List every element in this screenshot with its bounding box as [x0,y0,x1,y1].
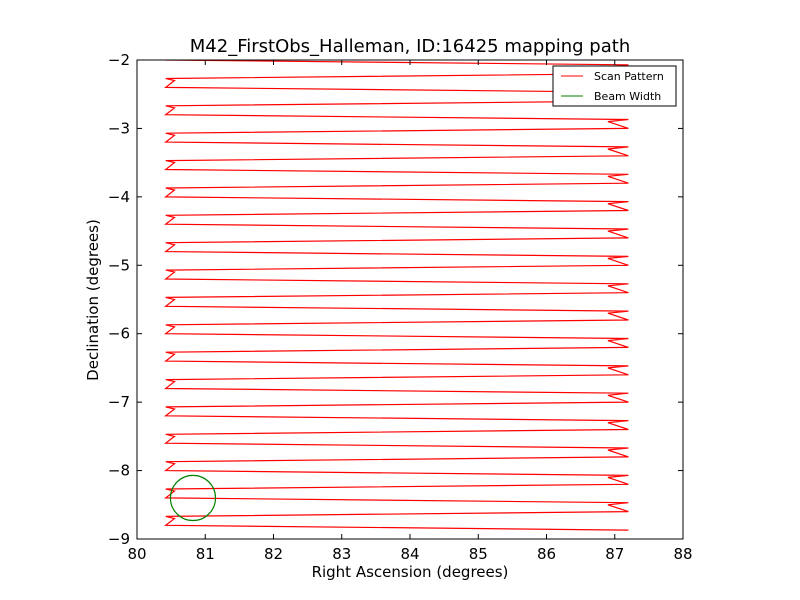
axis-ticks [136,59,684,540]
y-tick-label: −3 [108,119,130,137]
chart-title: M42_FirstObs_Halleman, ID:16425 mapping … [190,36,630,57]
x-tick-label: 80 [127,545,146,563]
scan-pattern-line [163,60,629,531]
x-tick-label: 86 [537,545,556,563]
x-tick-label: 87 [605,545,624,563]
beam-width-circle [169,474,217,522]
x-tick-label: 82 [264,545,283,563]
y-tick-label: −8 [108,462,130,480]
x-tick-label: 84 [400,545,419,563]
y-tick-label: −9 [108,530,130,548]
y-tick-label: −7 [108,393,130,411]
x-tick-label: 88 [673,545,692,563]
legend-label-beam-width: Beam Width [594,90,661,103]
legend-box [552,65,677,107]
x-tick-label: 81 [196,545,215,563]
y-tick-label: −6 [108,325,130,343]
legend-label-scan-pattern: Scan Pattern [594,70,664,83]
axis-tick-labels: 80 81 82 83 84 85 86 87 88 −9 −8 −7 −6 −5 −4 −3 −2 [108,51,693,563]
x-tick-label: 85 [469,545,488,563]
y-tick-label: −2 [108,51,130,69]
x-axis-label: Right Ascension (degrees) [312,563,509,581]
plot-data [163,60,629,531]
y-tick-label: −4 [108,188,130,206]
y-tick-label: −5 [108,256,130,274]
legend: Scan Pattern Beam Width [552,65,677,107]
x-tick-label: 83 [332,545,351,563]
y-axis-label: Declination (degrees) [84,219,102,381]
